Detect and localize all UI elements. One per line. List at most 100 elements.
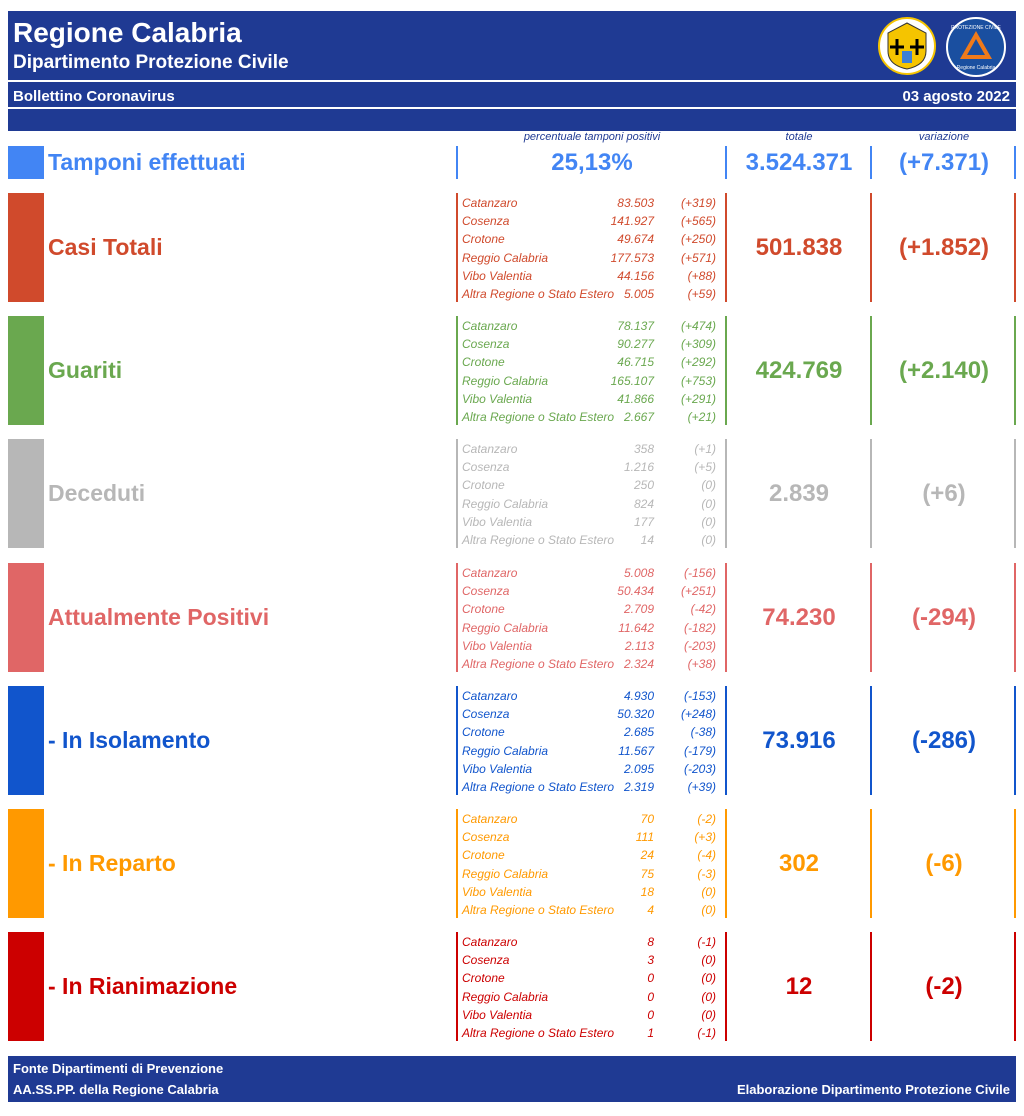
category-total: 2.839: [768, 479, 830, 507]
category-divider-4: [1014, 316, 1016, 425]
category-color-block: [8, 439, 44, 548]
district-value: 2.709: [623, 602, 654, 617]
district-name: Crotone: [462, 971, 505, 986]
district-value: 177.573: [610, 250, 654, 265]
category-variation: (+2.140): [898, 356, 990, 384]
district-name: Reggio Calabria: [462, 866, 549, 881]
district-row: Vibo Valentia 44.156 (+88): [462, 267, 722, 285]
district-delta: (-38): [690, 725, 716, 740]
category-divider-2: [725, 932, 727, 1041]
district-value: 2.324: [623, 656, 654, 671]
tamponi-label: Tamponi effettuati: [48, 149, 246, 175]
category-variation: (-294): [911, 603, 977, 631]
district-delta: (-2): [697, 812, 716, 826]
category-row-in-isolamento: - In Isolamento Catanzaro 4.930 (-153) C…: [0, 686, 1024, 795]
category-color-block: [8, 809, 44, 918]
district-name: Cosenza: [462, 337, 510, 352]
category-total: 302: [778, 849, 820, 877]
district-row: Altra Regione o Stato Estero 1 (-1): [462, 1024, 722, 1042]
district-name: Cosenza: [462, 584, 510, 599]
category-color-block: [8, 686, 44, 795]
district-delta: (+309): [680, 337, 716, 352]
category-variation: (-286): [911, 726, 977, 754]
tamponi-divider-3: [870, 146, 872, 179]
district-value: 358: [633, 442, 654, 456]
district-table: Catanzaro 70 (-2) Cosenza 111 (+3) Croto…: [462, 810, 722, 919]
district-row: Vibo Valentia 2.095 (-203): [462, 760, 722, 778]
category-row-in-rianimazione: - In Rianimazione Catanzaro 8 (-1) Cosen…: [0, 932, 1024, 1041]
district-name: Cosenza: [462, 953, 510, 968]
category-divider-2: [725, 316, 727, 425]
category-divider-3: [870, 809, 872, 918]
district-row: Vibo Valentia 0 (0): [462, 1006, 722, 1024]
district-value: 90.277: [617, 337, 654, 352]
district-value: 70: [640, 812, 654, 826]
district-value: 46.715: [617, 355, 654, 370]
district-delta: (0): [701, 532, 716, 547]
district-row: Crotone 250 (0): [462, 476, 722, 494]
district-delta: (+565): [680, 214, 716, 229]
district-table: Catanzaro 83.503 (+319) Cosenza 141.927 …: [462, 194, 722, 303]
district-row: Reggio Calabria 11.642 (-182): [462, 619, 722, 637]
district-table: Catanzaro 358 (+1) Cosenza 1.216 (+5) Cr…: [462, 440, 722, 549]
district-delta: (+38): [687, 656, 716, 671]
district-delta: (+21): [687, 409, 716, 424]
district-value: 2.685: [623, 725, 654, 740]
district-name: Altra Regione o Stato Estero: [462, 656, 615, 671]
district-name: Reggio Calabria: [462, 989, 549, 1004]
district-table: Catanzaro 5.008 (-156) Cosenza 50.434 (+…: [462, 564, 722, 673]
district-row: Reggio Calabria 177.573 (+571): [462, 249, 722, 267]
bulletin-date: 03 agosto 2022: [902, 88, 1010, 105]
district-delta: (+3): [694, 830, 716, 845]
district-row: Crotone 0 (0): [462, 969, 722, 987]
category-divider-4: [1014, 563, 1016, 672]
header-banner: Regione Calabria Dipartimento Protezione…: [8, 11, 1016, 131]
district-delta: (-1): [697, 1025, 716, 1040]
district-name: Crotone: [462, 355, 505, 370]
category-divider-3: [870, 316, 872, 425]
district-row: Crotone 46.715 (+292): [462, 353, 722, 371]
district-row: Cosenza 141.927 (+565): [462, 212, 722, 230]
district-delta: (+39): [687, 779, 716, 794]
category-label: - In Isolamento: [48, 726, 211, 753]
district-name: Crotone: [462, 725, 505, 740]
category-divider-3: [870, 932, 872, 1041]
district-row: Catanzaro 358 (+1): [462, 440, 722, 458]
district-name: Vibo Valentia: [462, 268, 533, 283]
category-total: 12: [785, 972, 813, 1000]
district-name: Vibo Valentia: [462, 514, 533, 529]
district-delta: (0): [701, 1007, 716, 1022]
category-divider-2: [725, 193, 727, 302]
category-divider-4: [1014, 193, 1016, 302]
district-row: Catanzaro 78.137 (+474): [462, 317, 722, 335]
district-value: 14: [640, 532, 654, 547]
district-value: 177: [633, 514, 654, 529]
district-value: 11.642: [618, 620, 654, 635]
column-header-total: totale: [785, 131, 813, 143]
district-name: Reggio Calabria: [462, 373, 549, 388]
tamponi-total: 3.524.371: [745, 149, 853, 176]
district-delta: (0): [701, 953, 716, 968]
district-delta: (+571): [680, 250, 716, 265]
tamponi-color-block: [8, 146, 44, 179]
category-divider-2: [725, 439, 727, 548]
district-name: Altra Regione o Stato Estero: [462, 1025, 615, 1040]
category-row-in-reparto: - In Reparto Catanzaro 70 (-2) Cosenza 1…: [0, 809, 1024, 918]
district-delta: (+59): [687, 286, 716, 301]
page-subtitle: Dipartimento Protezione Civile: [13, 52, 289, 73]
tamponi-divider-1: [456, 146, 458, 179]
district-table: Catanzaro 4.930 (-153) Cosenza 50.320 (+…: [462, 687, 722, 796]
district-delta: (0): [701, 496, 716, 511]
district-row: Cosenza 50.434 (+251): [462, 582, 722, 600]
category-row-casi-totali: Casi Totali Catanzaro 83.503 (+319) Cose…: [0, 193, 1024, 302]
district-row: Altra Regione o Stato Estero 14 (0): [462, 531, 722, 549]
district-row: Altra Regione o Stato Estero 2.667 (+21): [462, 408, 722, 426]
page-title: Regione Calabria: [13, 17, 242, 48]
category-total: 73.916: [762, 726, 836, 754]
district-delta: (+753): [680, 373, 716, 388]
district-name: Catanzaro: [462, 812, 518, 826]
district-row: Vibo Valentia 177 (0): [462, 513, 722, 531]
category-divider-4: [1014, 439, 1016, 548]
district-delta: (+5): [694, 460, 716, 475]
district-row: Vibo Valentia 18 (0): [462, 883, 722, 901]
